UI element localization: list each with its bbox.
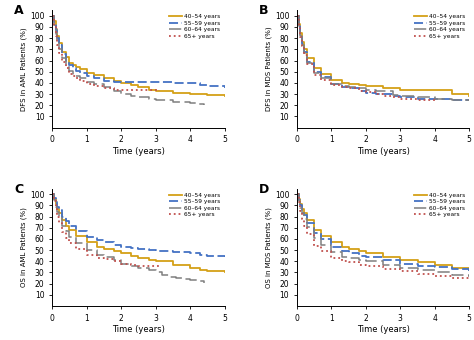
X-axis label: Time (years): Time (years)	[356, 325, 410, 335]
Legend: 40–54 years, 55–59 years, 60–64 years, 65+ years: 40–54 years, 55–59 years, 60–64 years, 6…	[412, 191, 466, 219]
X-axis label: Time (years): Time (years)	[112, 147, 165, 156]
Legend: 40–54 years, 55–59 years, 60–64 years, 65+ years: 40–54 years, 55–59 years, 60–64 years, 6…	[168, 191, 221, 219]
Legend: 40–54 years, 55–59 years, 60–64 years, 65+ years: 40–54 years, 55–59 years, 60–64 years, 6…	[168, 13, 221, 40]
Text: A: A	[14, 4, 24, 17]
Y-axis label: DFS in MDS Patients (%): DFS in MDS Patients (%)	[265, 27, 272, 111]
Text: B: B	[259, 4, 268, 17]
Legend: 40–54 years, 55–59 years, 60–64 years, 65+ years: 40–54 years, 55–59 years, 60–64 years, 6…	[412, 13, 466, 40]
Y-axis label: OS in MDS Patients (%): OS in MDS Patients (%)	[265, 207, 272, 288]
Y-axis label: OS in AML Patients (%): OS in AML Patients (%)	[21, 207, 27, 287]
Text: C: C	[14, 183, 23, 196]
X-axis label: Time (years): Time (years)	[112, 325, 165, 335]
Y-axis label: DFS in AML Patients (%): DFS in AML Patients (%)	[21, 27, 27, 111]
Text: D: D	[259, 183, 269, 196]
X-axis label: Time (years): Time (years)	[356, 147, 410, 156]
